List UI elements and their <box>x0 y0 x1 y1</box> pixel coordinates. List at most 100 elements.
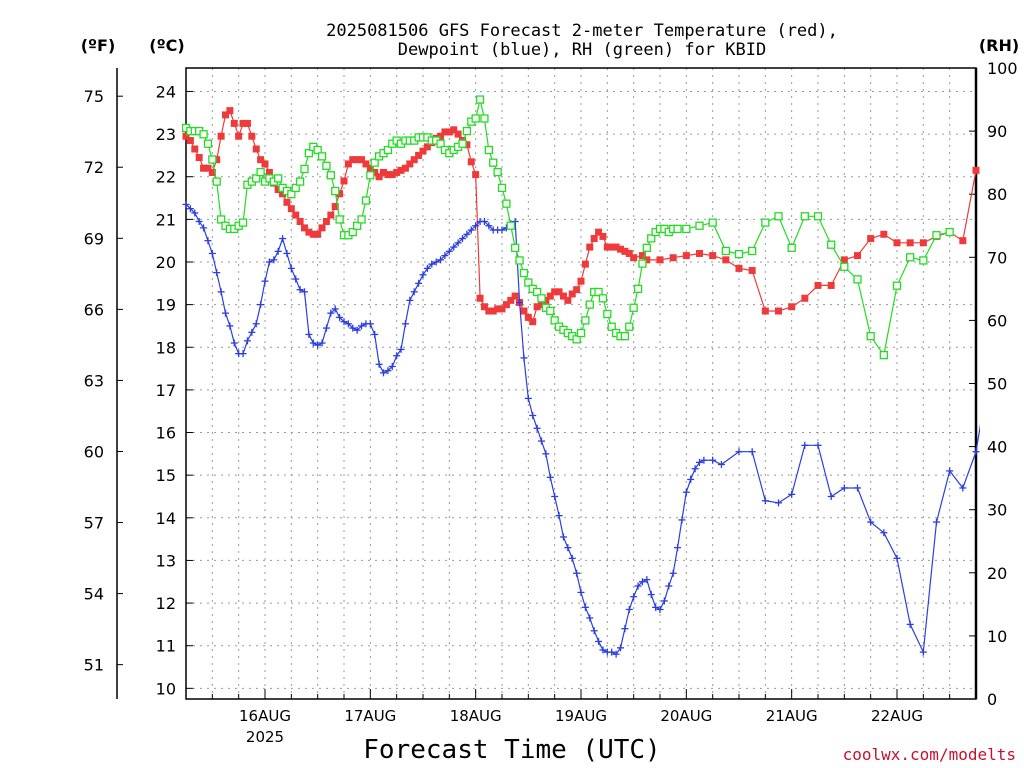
rh-point <box>919 256 928 265</box>
temperature-point <box>445 128 453 136</box>
temperature-point <box>415 151 423 159</box>
temperature-point <box>454 130 462 138</box>
rh-point <box>638 259 647 268</box>
series-line <box>185 203 980 655</box>
x-tick-label: 16AUG <box>239 707 291 725</box>
celsius-tick-label: 10 <box>156 679 176 698</box>
temperature-point <box>599 232 607 240</box>
rh-point <box>708 218 717 227</box>
rh-point <box>642 243 651 252</box>
dewpoint-point <box>608 648 616 656</box>
temperature-point <box>533 303 541 311</box>
dewpoint-point <box>322 324 330 332</box>
temperature-point <box>296 217 304 225</box>
temperature-point <box>423 143 431 151</box>
temperature-point <box>573 286 581 294</box>
temperature-point <box>349 156 357 164</box>
temperature-point <box>406 160 414 168</box>
temperature-point <box>959 237 967 245</box>
rh-point <box>787 243 796 252</box>
temperature-point <box>656 256 664 264</box>
temperature-point <box>213 156 221 164</box>
dewpoint-point <box>621 625 629 633</box>
temperature-point <box>450 126 458 134</box>
rh-point <box>348 227 357 237</box>
temperature-point <box>696 249 703 257</box>
dewpoint-point <box>647 591 655 599</box>
rh-tick-label: 60 <box>987 311 1007 330</box>
dewpoint-point <box>529 411 537 419</box>
dewpoint-point <box>248 328 256 336</box>
dewpoint-point <box>463 230 471 238</box>
dewpoint-point <box>296 286 304 294</box>
dewpoint-point <box>371 330 379 338</box>
dewpoint-point <box>761 497 769 505</box>
x-axis-label: Forecast Time (UTC) <box>363 735 660 765</box>
temperature-point <box>305 228 313 236</box>
dewpoint-point <box>801 441 809 449</box>
dewpoint-point <box>709 456 717 464</box>
celsius-tick-label: 17 <box>156 381 176 400</box>
dewpoint-point <box>283 249 291 257</box>
rh-point <box>581 316 590 325</box>
fahrenheit-unit-label: (ºF) <box>81 36 116 55</box>
dewpoint-point <box>459 235 466 243</box>
celsius-tick-label: 22 <box>156 168 176 187</box>
dewpoint-point <box>919 648 927 656</box>
dewpoint-point <box>454 239 462 247</box>
rh-point <box>906 253 915 262</box>
temperature-point <box>682 252 690 260</box>
rh-tick-label: 90 <box>987 122 1007 141</box>
rh-point <box>357 215 366 224</box>
dewpoint-point <box>441 252 449 260</box>
temperature-point <box>669 254 677 262</box>
temperature-point <box>617 245 624 253</box>
credit-label: coolwx.com/modelts <box>843 745 1016 764</box>
rh-point <box>734 249 744 259</box>
rh-point <box>199 130 208 139</box>
dewpoint-point <box>590 627 598 635</box>
temperature-point <box>257 156 265 164</box>
temperature-point <box>529 318 537 326</box>
rh-point <box>647 234 656 243</box>
rh-point <box>695 221 704 230</box>
dewpoint-point <box>279 235 287 243</box>
fahrenheit-tick-label: 60 <box>84 442 104 461</box>
rh-point <box>853 275 862 284</box>
dewpoint-point <box>691 465 699 473</box>
dewpoint-point <box>485 222 493 230</box>
rh-tick-label: 80 <box>987 185 1007 204</box>
rh-point <box>879 350 888 360</box>
temperature-point <box>292 211 300 219</box>
rh-point <box>629 303 638 312</box>
celsius-tick-label: 18 <box>156 338 176 357</box>
temperature-point <box>217 132 225 140</box>
dewpoint-point <box>349 324 357 332</box>
dewpoint-point <box>415 279 423 287</box>
temperature-point <box>252 145 260 153</box>
dewpoint-point <box>893 554 901 562</box>
rh-point <box>326 171 335 180</box>
temperature-point <box>735 264 743 272</box>
temperature-point <box>265 168 273 176</box>
temperature-point <box>200 164 208 172</box>
dewpoint-point <box>314 341 322 349</box>
temperature-point <box>608 243 616 251</box>
temperature-point <box>467 158 475 166</box>
rh-point <box>598 294 608 303</box>
rh-point <box>203 139 213 148</box>
dewpoint-point <box>946 467 954 475</box>
rh-point <box>458 139 467 148</box>
temperature-point <box>318 224 326 232</box>
dewpoint-point <box>524 394 532 402</box>
rh-point <box>620 332 630 341</box>
temperature-point <box>551 288 559 296</box>
temperature-point <box>489 307 497 315</box>
dewpoint-point <box>301 288 308 296</box>
rh-point <box>774 212 783 221</box>
temperature-point <box>511 292 519 300</box>
rh-point <box>216 215 226 224</box>
temperature-point <box>577 277 585 285</box>
dewpoint-point <box>336 313 344 321</box>
rh-point <box>256 167 265 177</box>
